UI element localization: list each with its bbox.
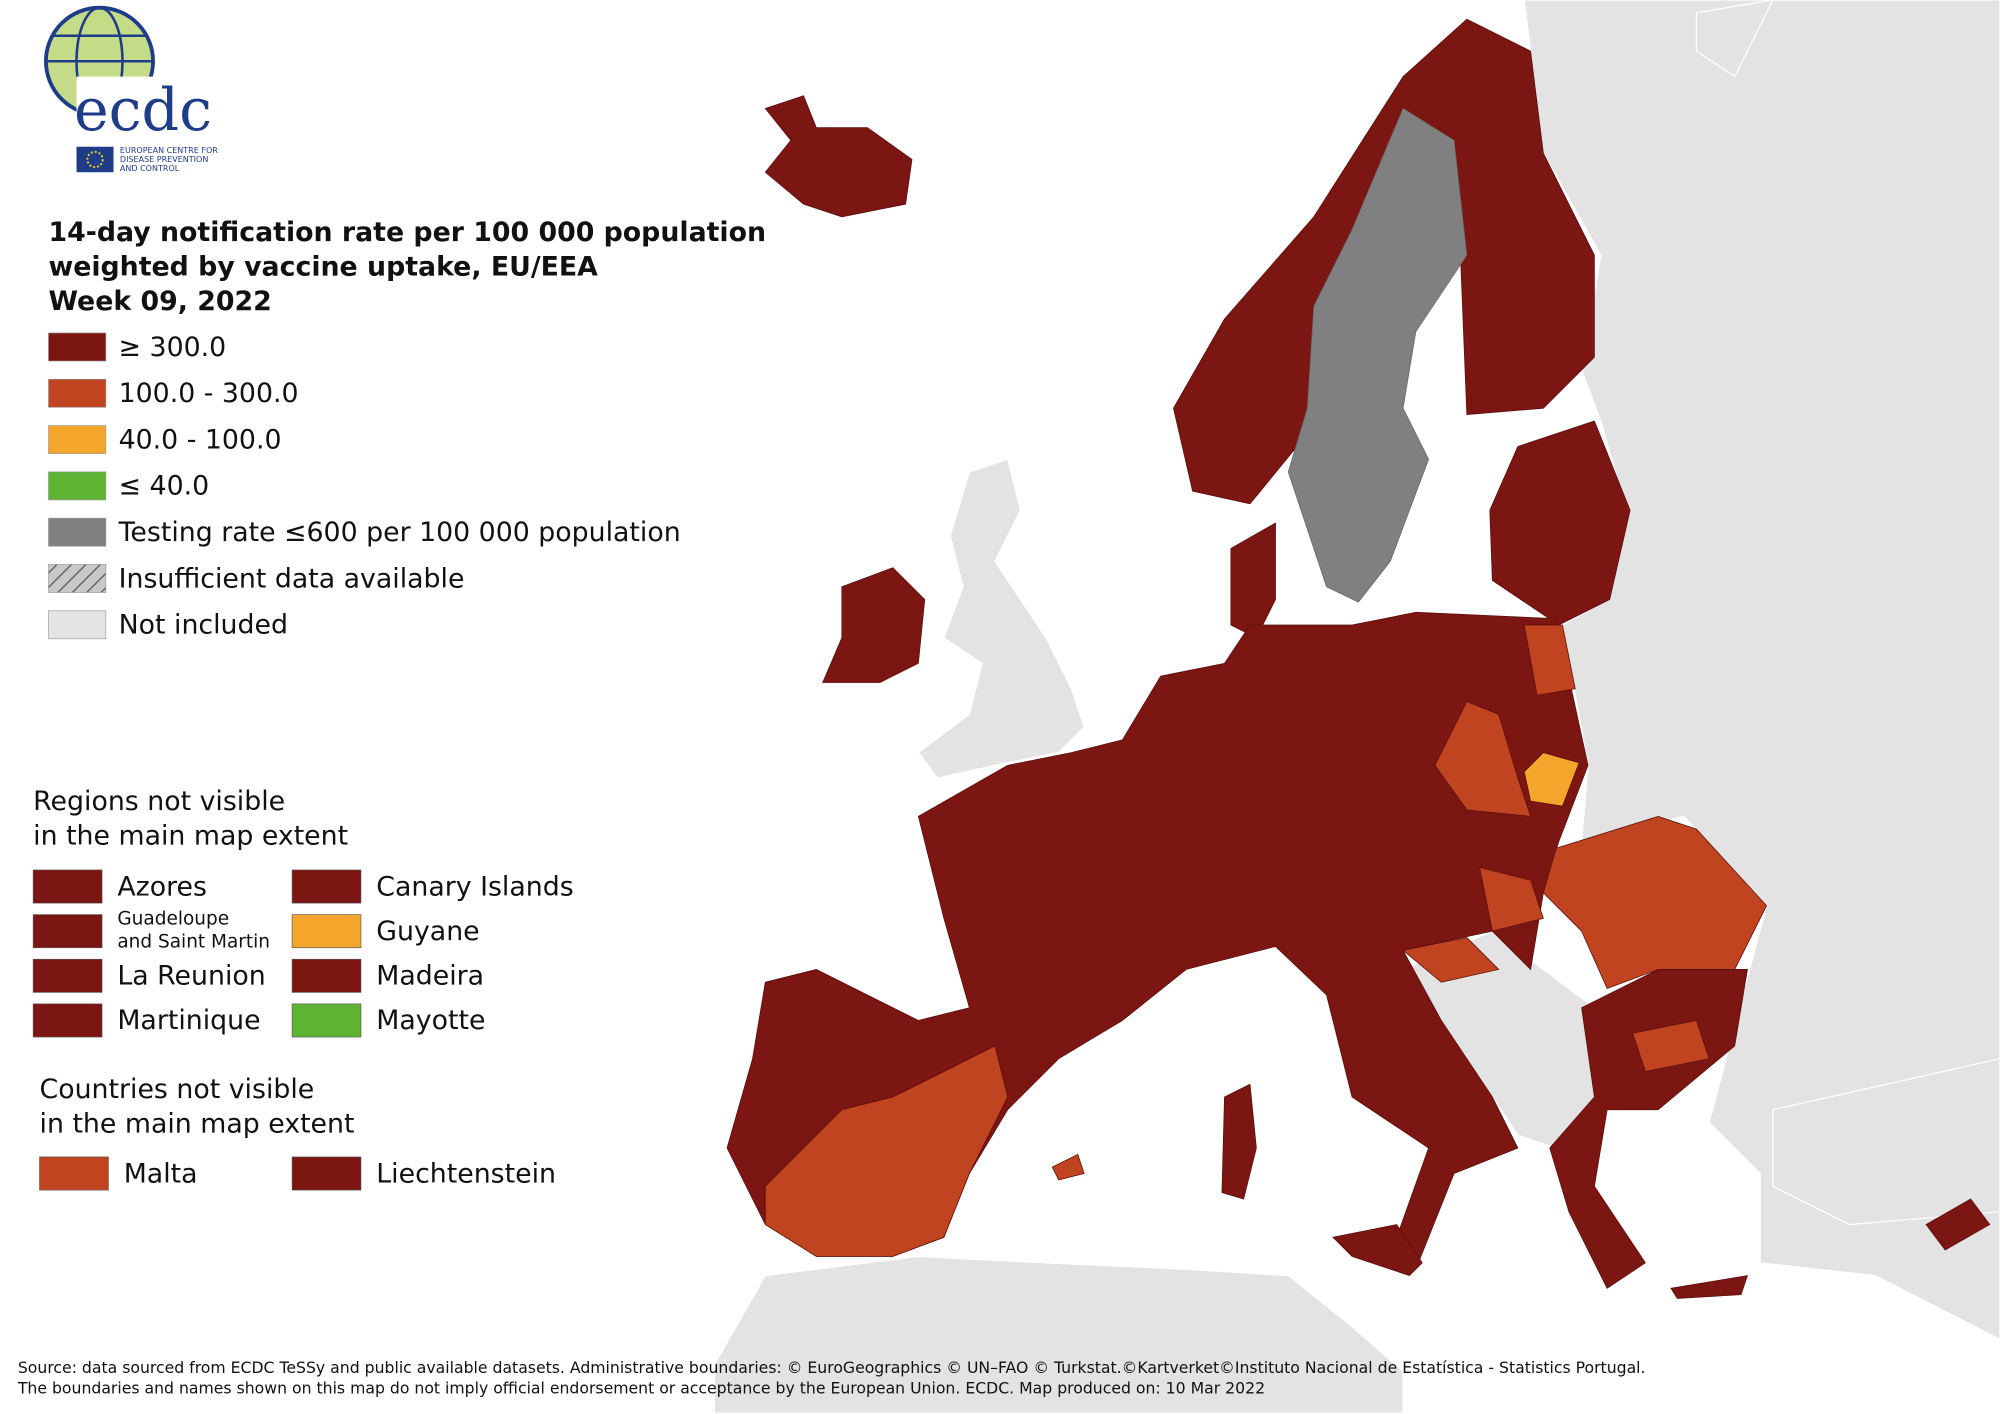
legend: ≥ 300.0 100.0 - 300.0 40.0 - 100.0 ≤ 40.0 Te… xyxy=(48,332,681,641)
legend-swatch xyxy=(291,869,362,904)
legend-label: ≤ 40.0 xyxy=(119,471,210,502)
legend-label: and Saint Martin xyxy=(117,932,270,953)
legend-label: Mayotte xyxy=(376,1005,485,1036)
legend-swatch xyxy=(48,471,107,501)
legend-label: Guyane xyxy=(376,916,479,947)
region xyxy=(1221,1083,1257,1200)
logo-org: EUROPEAN CENTRE FOR xyxy=(120,146,218,155)
legend-swatch xyxy=(291,958,362,993)
section-heading: Countries not visible xyxy=(40,1074,315,1105)
land-not-included xyxy=(917,458,1085,779)
region xyxy=(1523,624,1576,696)
legend-swatch xyxy=(48,425,107,454)
legend-label: Martinique xyxy=(117,1005,260,1036)
legend-swatch xyxy=(48,517,107,547)
logo-text: ecdc xyxy=(74,76,212,144)
legend-label: La Reunion xyxy=(117,961,265,992)
legend-swatch xyxy=(32,958,103,993)
section-heading: in the main map extent xyxy=(40,1109,355,1140)
legend-swatch xyxy=(291,914,362,949)
region xyxy=(1479,866,1544,932)
region xyxy=(1925,1198,1991,1251)
region xyxy=(1670,1275,1749,1299)
logo-org: AND CONTROL xyxy=(120,164,180,173)
map xyxy=(713,0,2000,1414)
land-not-included xyxy=(1523,0,2000,1341)
logo-org: DISEASE PREVENTION xyxy=(120,155,208,164)
legend-label: Insufficient data available xyxy=(119,563,465,594)
region xyxy=(1523,752,1580,807)
legend-swatch xyxy=(32,869,103,904)
legend-label: Azores xyxy=(117,871,207,902)
region xyxy=(1230,522,1276,639)
section-heading: in the main map extent xyxy=(33,820,348,851)
legend-swatch xyxy=(291,1156,362,1191)
logo: ecdc EUROPEAN CENTRE FOR DISEASE PREVENT… xyxy=(44,5,228,173)
region xyxy=(1632,1020,1710,1072)
legend-label: Not included xyxy=(119,610,288,641)
legend-label: Liechtenstein xyxy=(376,1158,556,1189)
eu-stars xyxy=(86,150,104,169)
title: 14-day notification rate per 100 000 pop… xyxy=(48,217,766,248)
region xyxy=(764,95,913,218)
region xyxy=(1287,107,1468,603)
legend-swatch xyxy=(48,610,107,640)
legend-swatch xyxy=(39,1156,109,1191)
disclaimer: The boundaries and names shown on this m… xyxy=(17,1379,1265,1398)
region xyxy=(1332,1224,1423,1276)
legend-label: Guadeloupe xyxy=(117,909,229,930)
section-heading: Regions not visible xyxy=(33,786,285,817)
legend-swatch xyxy=(48,332,107,362)
region xyxy=(764,1045,1009,1257)
legend-swatch xyxy=(48,378,107,408)
legend-swatch xyxy=(32,1003,103,1038)
region xyxy=(1051,1153,1085,1181)
title: Week 09, 2022 xyxy=(48,286,271,317)
region xyxy=(822,567,926,683)
legend-label: 40.0 - 100.0 xyxy=(119,424,282,455)
legend-label: ≥ 300.0 xyxy=(119,332,227,363)
legend-label: Madeira xyxy=(376,961,484,992)
legend-label: Canary Islands xyxy=(376,871,573,902)
land-not-included xyxy=(713,1255,1404,1414)
region xyxy=(1402,937,1500,983)
land-not-included xyxy=(1695,0,1774,78)
region xyxy=(1489,420,1631,626)
legend-swatch xyxy=(48,564,107,593)
legend-label: Malta xyxy=(124,1158,198,1189)
legend-swatch xyxy=(32,914,103,949)
legend-label: 100.0 - 300.0 xyxy=(119,378,299,409)
legend-label: Testing rate ≤600 per 100 000 population xyxy=(118,517,681,548)
region xyxy=(1434,701,1532,817)
countries-legend: Malta Liechtenstein xyxy=(39,1156,556,1191)
eu-flag xyxy=(76,146,114,173)
legend-swatch xyxy=(291,1003,362,1038)
logo-back xyxy=(76,76,228,141)
region xyxy=(1542,815,1768,990)
land-not-included xyxy=(1772,1058,2000,1226)
source-note: Source: data sourced from ECDC TeSSy and… xyxy=(18,1358,1646,1377)
title: weighted by vaccine uptake, EU/EEA xyxy=(48,251,598,282)
